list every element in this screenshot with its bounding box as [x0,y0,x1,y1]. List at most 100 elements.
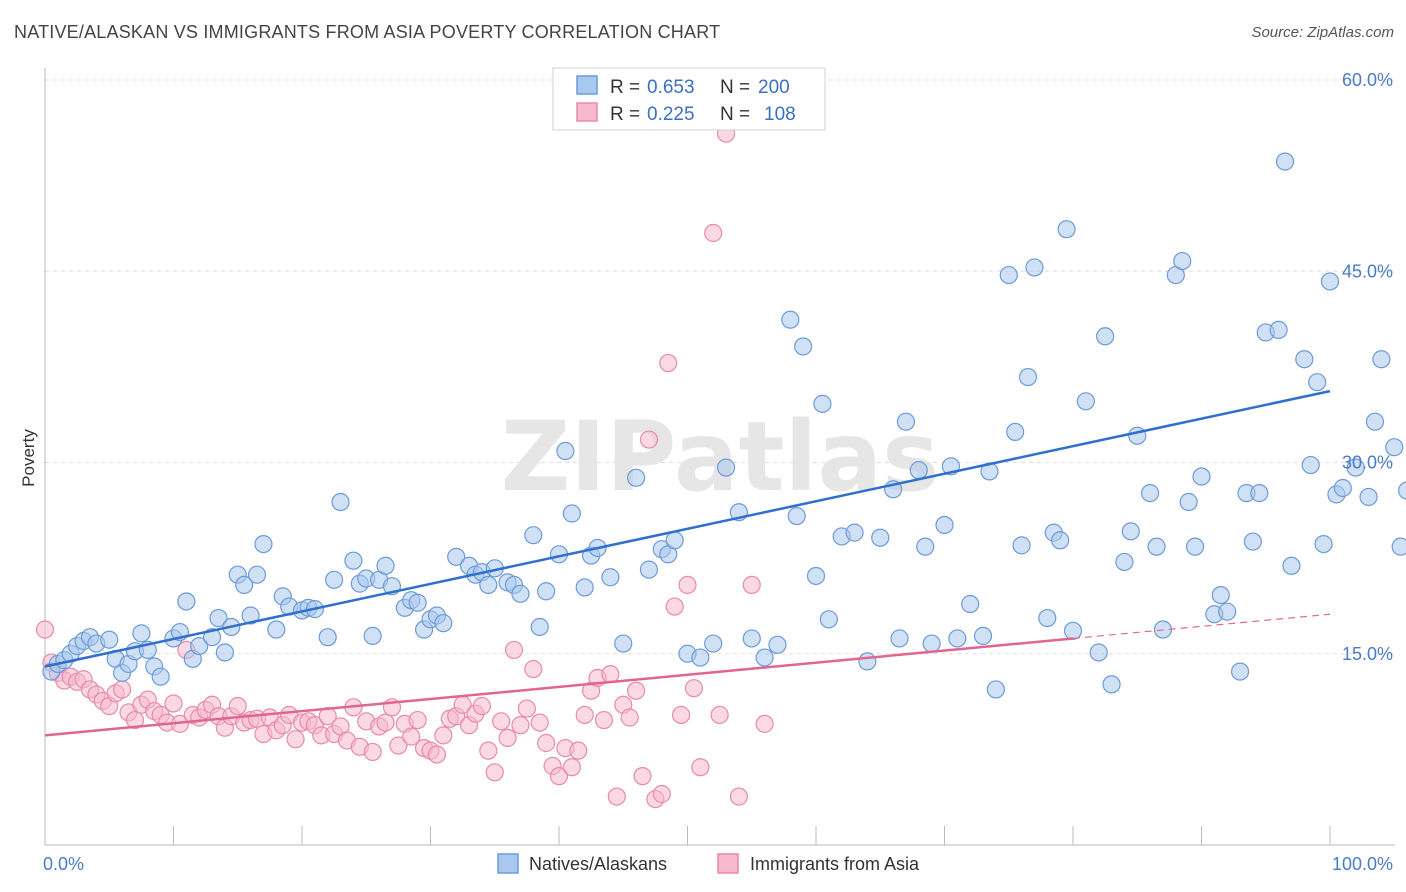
immigrants-from-asia-point-78 [537,733,556,753]
immigrants-from-asia-point-99 [671,705,691,725]
immigrants-from-asia-point-108 [755,714,774,733]
natives-alaskans-point-84 [742,629,761,648]
immigrants-from-asia-point-69 [479,741,498,760]
natives-alaskans-point-110 [999,265,1018,285]
natives-alaskans-point-102 [922,634,941,653]
natives-alaskans-point-141 [1250,484,1269,503]
y-tick-label-2: 45.0% [1342,261,1393,281]
natives-alaskans-point-49 [408,593,427,612]
natives-alaskans-point-136 [1211,585,1230,605]
natives-alaskans-point-81 [704,634,723,653]
natives-alaskans-point-155 [1365,412,1385,431]
immigrants-from-asia-point-84 [575,705,594,725]
watermark: ZIPatlas [501,401,940,513]
immigrants-from-asia-trend-extension [1072,613,1331,640]
natives-alaskans-point-138 [1230,662,1250,681]
immigrants-from-asia-point-77 [530,713,549,732]
natives-alaskans-point-82 [716,458,736,477]
immigrants-from-asia-trend-line [44,637,1074,737]
immigrants-from-asia-point-101 [684,679,704,698]
natives-alaskans-point-112 [1012,536,1031,555]
stats-legend: R = 0.653 N = 200 R = 0.225 N = 108 [552,67,826,131]
immigrants-from-asia-point-51 [363,742,382,762]
axes [44,68,1395,846]
y-tick-labels: 15.0% 30.0% 45.0% 60.0% [1342,70,1393,664]
natives-alaskans-point-121 [1089,643,1108,662]
natives-alaskans-point-107 [973,626,993,646]
immigrants-from-asia-point-70 [485,763,504,782]
y-tick-label-0: 15.0% [1342,644,1393,664]
natives-alaskans-points [42,152,1406,699]
natives-alaskans-point-101 [916,537,935,556]
natives-alaskans-point-158 [1391,537,1406,556]
natives-alaskans-point-140 [1243,532,1263,551]
natives-alaskans-point-98 [890,629,909,648]
natives-alaskans-point-40 [344,551,363,570]
natives-alaskans-point-43 [363,626,382,646]
natives-alaskans-point-103 [935,515,954,535]
natives-alaskans-point-123 [1102,675,1121,694]
natives-alaskans-point-8 [100,630,119,649]
y-tick-label-3: 60.0% [1342,70,1393,90]
natives-alaskans-point-23 [209,608,228,628]
watermark-text: ZIPatlas [501,401,940,513]
natives-alaskans-point-74 [626,468,646,487]
bottom-legend-label-blue: Natives/Alaskans [529,854,667,874]
natives-alaskans-point-125 [1121,522,1140,541]
natives-alaskans-point-115 [1038,608,1057,628]
natives-alaskans-point-86 [768,635,787,654]
immigrants-from-asia-point-106 [729,787,749,806]
immigrants-from-asia-point-87 [594,710,614,730]
natives-alaskans-point-124 [1115,552,1134,572]
natives-alaskans-point-144 [1275,152,1295,171]
bottom-legend-swatch-blue [497,853,519,874]
chart-title: NATIVE/ALASKAN VS IMMIGRANTS FROM ASIA P… [14,22,721,42]
bottom-legend-swatch-pink [717,853,739,874]
natives-alaskans-point-39 [331,492,350,512]
natives-alaskans-point-27 [235,575,254,595]
immigrants-from-asia-point-74 [511,716,530,735]
immigrants-from-asia-point-53 [376,713,395,732]
natives-alaskans-point-22 [202,628,222,647]
natives-alaskans-point-85 [755,648,774,667]
natives-alaskans-point-53 [434,614,453,633]
natives-alaskans-point-65 [537,582,556,601]
natives-alaskans-point-126 [1128,426,1147,445]
natives-alaskans-point-122 [1096,327,1115,346]
immigrants-from-asia-point-30 [228,696,247,716]
natives-alaskans-point-128 [1147,537,1166,556]
immigrants-from-asia-point-57 [402,727,421,746]
grid-lines [45,79,1395,655]
natives-alaskans-point-31 [267,620,286,639]
series-legend: Natives/Alaskans Immigrants from Asia [497,853,920,874]
natives-alaskans-point-146 [1295,350,1314,369]
bottom-legend-label-pink: Immigrants from Asia [750,854,920,874]
immigrants-from-asia-point-88 [601,665,620,684]
natives-alaskans-point-78 [665,531,684,550]
natives-alaskans-point-90 [806,566,826,586]
natives-alaskans-point-87 [781,310,800,329]
natives-alaskans-point-62 [511,584,530,603]
immigrants-from-asia-point-71 [492,712,511,731]
natives-alaskans-point-29 [247,565,267,584]
immigrants-from-asia-point-80 [549,767,569,786]
natives-alaskans-point-159 [1398,481,1406,500]
natives-alaskans-point-149 [1314,534,1333,554]
immigrants-from-asia-point-107 [742,575,761,595]
legend-n-label-blue: N = [720,77,750,98]
natives-alaskans-point-152 [1333,478,1352,498]
immigrants-from-asia-point-83 [569,741,588,760]
immigrants-from-asia-point-92 [626,681,646,700]
natives-alaskans-point-156 [1372,350,1391,369]
immigrants-from-asia-point-91 [620,708,639,727]
natives-alaskans-point-45 [376,556,395,575]
immigrants-from-asia-point-72 [498,728,517,748]
natives-alaskans-point-37 [318,628,337,647]
immigrants-from-asia-point-20 [164,694,183,713]
natives-alaskans-point-73 [614,634,633,653]
immigrants-from-asia-point-82 [562,758,581,777]
natives-alaskans-point-143 [1269,320,1288,339]
natives-alaskans-point-68 [562,504,581,523]
immigrants-from-asia-point-14 [125,710,145,730]
